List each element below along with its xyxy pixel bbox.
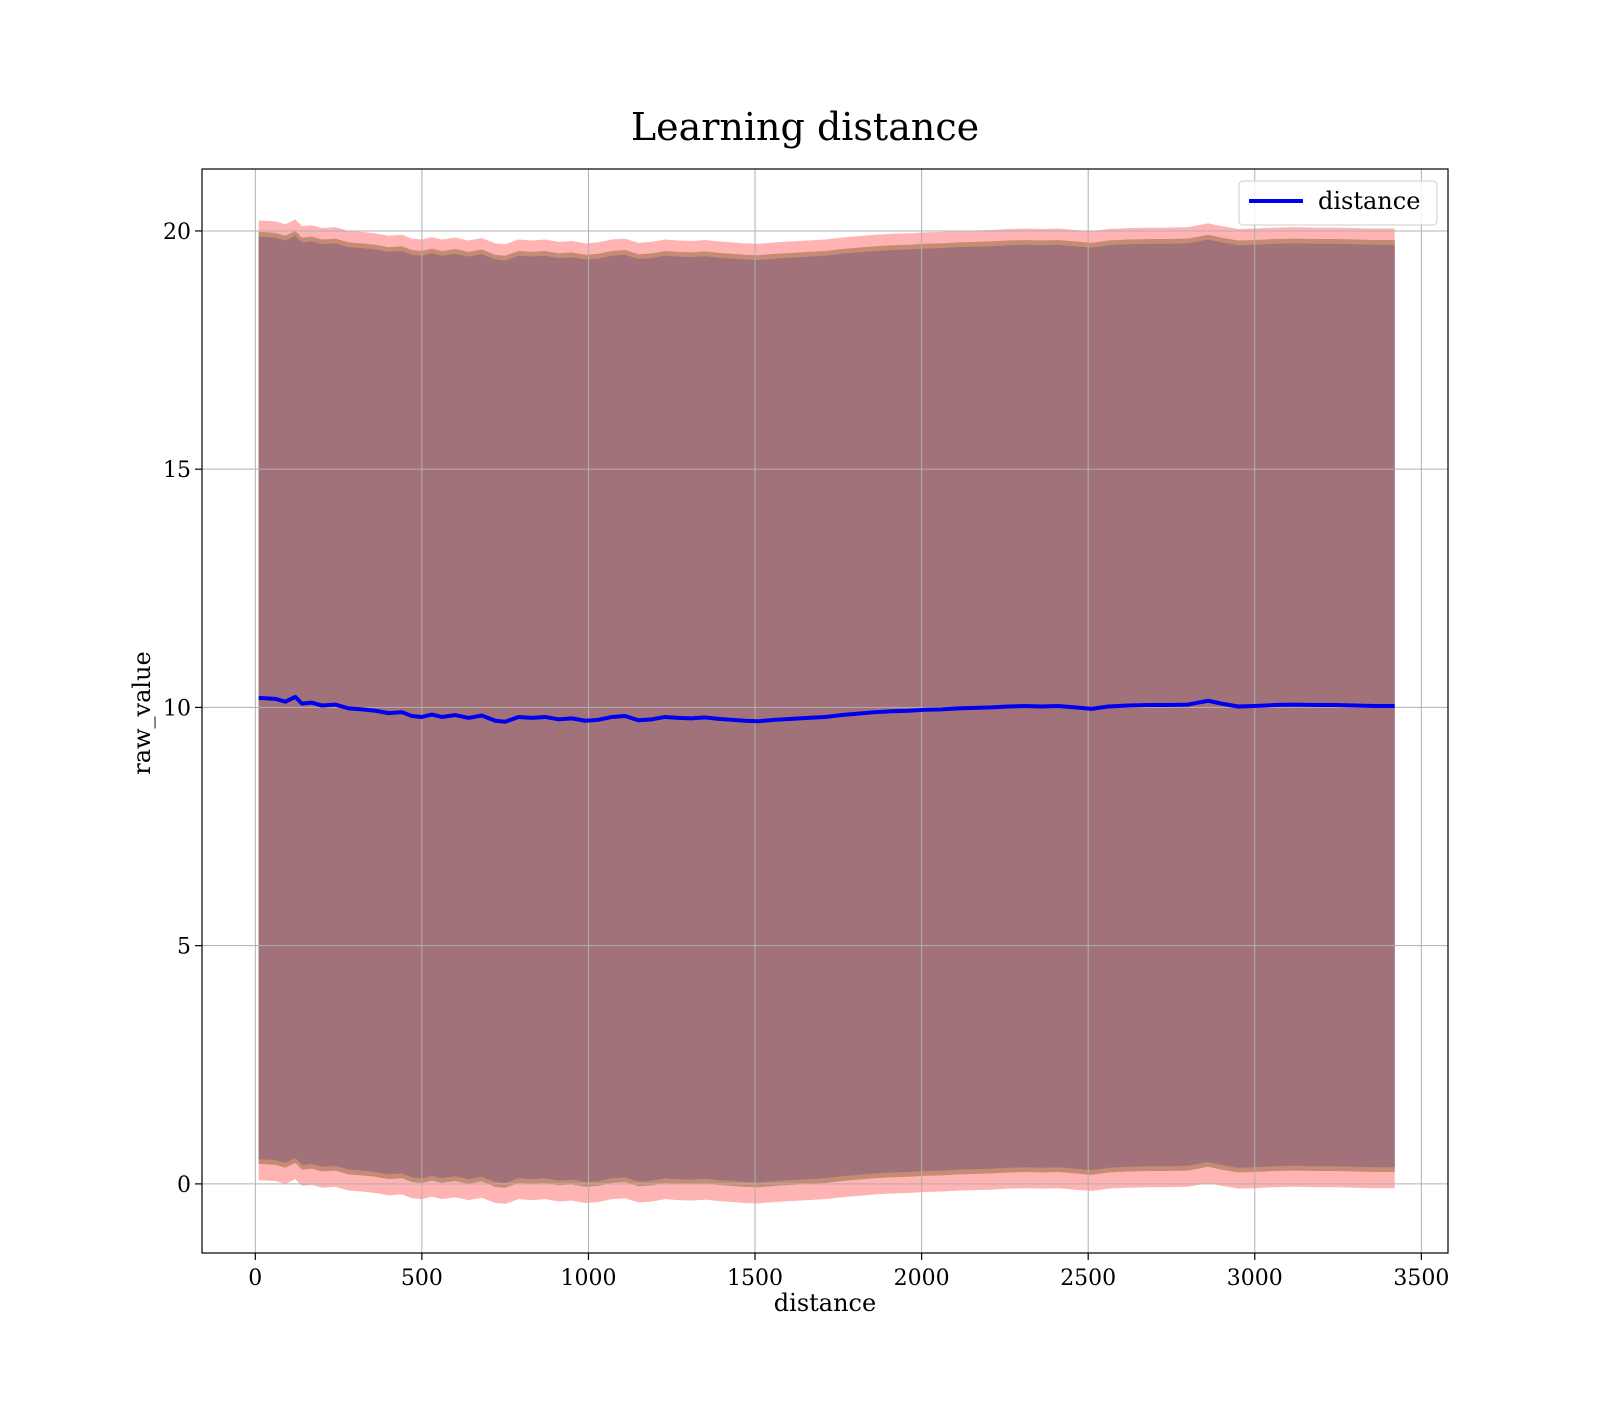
x-tick-label: 1000 — [560, 1266, 616, 1291]
axis-ticks: 0 500 1000 1500 2000 2500 3000 3500 0 5 10 15 20 — [163, 220, 1449, 1291]
x-tick-label: 0 — [248, 1266, 262, 1291]
chart-title: Learning distance — [631, 105, 979, 149]
legend: distance — [1238, 180, 1438, 226]
y-tick-label: 15 — [163, 458, 191, 483]
grid-lines — [202, 169, 1448, 1253]
y-tick-label: 10 — [163, 696, 191, 721]
y-tick-label: 5 — [177, 935, 191, 960]
legend-label: distance — [1318, 187, 1420, 215]
band-inner — [258, 235, 1395, 1183]
series-line-distance — [258, 694, 1395, 724]
x-axis-label: distance — [774, 1289, 876, 1317]
legend-box — [1238, 180, 1438, 226]
x-tick-label: 3500 — [1393, 1266, 1449, 1291]
y-tick-label: 20 — [163, 220, 191, 245]
plot-frame — [201, 168, 1449, 1254]
series-lines — [258, 694, 1395, 724]
x-tick-label: 500 — [401, 1266, 443, 1291]
x-tick-label: 2000 — [894, 1266, 950, 1291]
y-tick-label: 0 — [177, 1173, 191, 1198]
x-tick-label: 3000 — [1227, 1266, 1283, 1291]
x-tick-label: 2500 — [1060, 1266, 1116, 1291]
y-axis-label: raw_value — [128, 651, 156, 775]
confidence-bands — [258, 219, 1395, 1204]
x-tick-label: 1500 — [727, 1266, 783, 1291]
